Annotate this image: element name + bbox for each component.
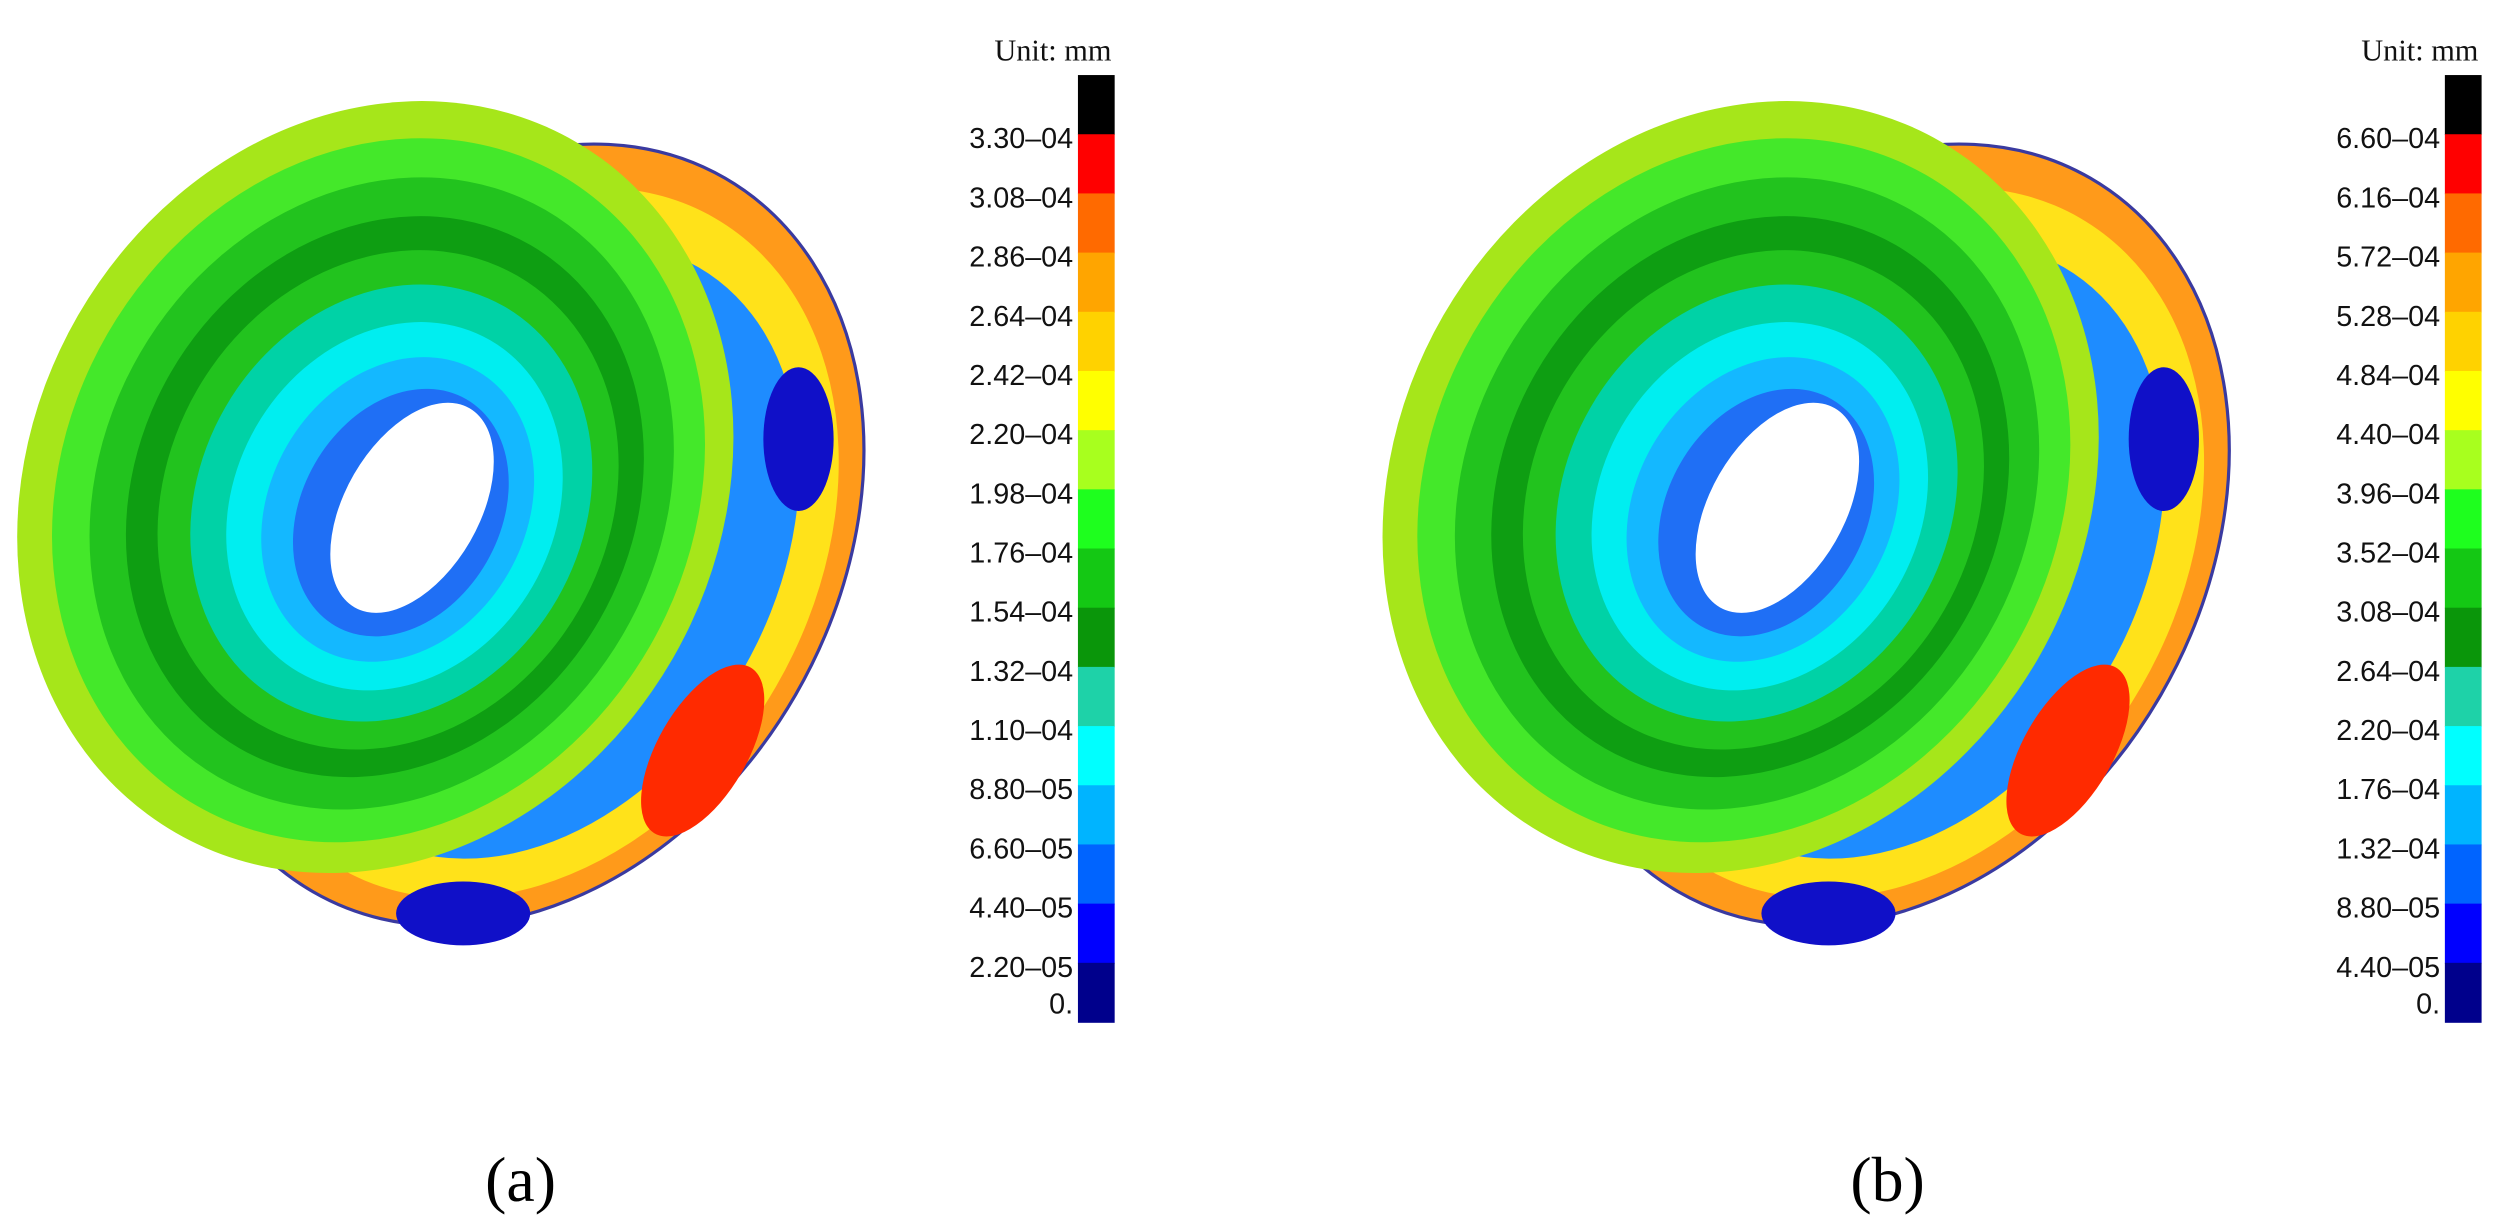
legend-swatch — [1077, 489, 1115, 550]
legend-swatch — [1077, 75, 1115, 136]
legend-label: 6.16–04 — [2336, 182, 2440, 214]
legend-swatch — [1077, 548, 1115, 609]
legend-swatch — [1077, 962, 1115, 1023]
legend-swatch — [2444, 785, 2482, 846]
legend-swatch — [1077, 726, 1115, 787]
legend-label: 1.32–04 — [2336, 833, 2440, 865]
legend-label: 3.96–04 — [2336, 478, 2440, 510]
legend-label: 2.64–04 — [2336, 656, 2440, 688]
unit-label: Unit: mm — [2361, 34, 2479, 68]
legend-swatch — [2444, 252, 2482, 313]
legend-label: 8.80–05 — [2336, 893, 2440, 925]
legend-label: 1.76–04 — [2336, 774, 2440, 806]
legend-label: 4.40–05 — [969, 893, 1073, 925]
legend-swatch — [2444, 607, 2482, 668]
legend-label: 6.60–04 — [2336, 123, 2440, 155]
legend-swatch — [2444, 726, 2482, 787]
legend-swatch — [1077, 252, 1115, 313]
legend-label: 2.20–05 — [969, 952, 1073, 984]
legend-swatch — [1077, 370, 1115, 431]
legend-swatch — [2444, 193, 2482, 254]
legend-label: 8.80–05 — [969, 774, 1073, 806]
contour-model-b — [1242, 0, 2369, 1054]
legend-label: 2.20–04 — [969, 419, 1073, 451]
legend-swatch — [2444, 548, 2482, 609]
legend-swatch — [1077, 607, 1115, 668]
legend-swatch — [2444, 844, 2482, 905]
legend-label: 2.86–04 — [969, 242, 1073, 274]
legend-label: 5.72–04 — [2336, 242, 2440, 274]
legend-swatch — [1077, 844, 1115, 905]
legend-swatch — [1077, 430, 1115, 491]
legend-swatch — [2444, 666, 2482, 727]
legend-label: 4.40–05 — [2336, 952, 2440, 984]
legend-swatch — [1077, 193, 1115, 254]
legend-label: 4.40–04 — [2336, 419, 2440, 451]
legend-label: 3.52–04 — [2336, 538, 2440, 570]
legend-label: 0. — [1049, 989, 1073, 1021]
unit-label: Unit: mm — [994, 34, 1112, 68]
legend-swatch — [2444, 311, 2482, 372]
legend-label: 0. — [2416, 989, 2440, 1021]
legend-swatch — [2444, 489, 2482, 550]
legend-label: 3.08–04 — [969, 182, 1073, 214]
legend-swatch — [2444, 370, 2482, 431]
legend-label: 1.98–04 — [969, 478, 1073, 510]
legend-swatch — [2444, 962, 2482, 1023]
legend-label: 2.20–04 — [2336, 715, 2440, 747]
legend-swatch — [1077, 903, 1115, 964]
legend-swatch — [1077, 785, 1115, 846]
legend-swatch — [2444, 134, 2482, 195]
legend-swatch — [1077, 311, 1115, 372]
contour-model-a — [0, 0, 1004, 1054]
legend-label: 5.28–04 — [2336, 301, 2440, 333]
legend-label: 2.42–04 — [969, 360, 1073, 392]
legend-swatch — [2444, 903, 2482, 964]
legend-label: 1.54–04 — [969, 597, 1073, 629]
legend-label: 3.30–04 — [969, 123, 1073, 155]
legend-swatch — [1077, 666, 1115, 727]
panel-label: (b) — [1850, 1144, 1924, 1215]
legend-label: 3.08–04 — [2336, 597, 2440, 629]
panel-label: (a) — [485, 1144, 556, 1215]
legend-label: 2.64–04 — [969, 301, 1073, 333]
legend-swatch — [2444, 430, 2482, 491]
legend-label: 4.84–04 — [2336, 360, 2440, 392]
legend-label: 1.32–04 — [969, 656, 1073, 688]
legend-label: 1.76–04 — [969, 538, 1073, 570]
legend-label: 6.60–05 — [969, 833, 1073, 865]
legend-swatch — [1077, 134, 1115, 195]
legend-swatch — [2444, 75, 2482, 136]
legend-label: 1.10–04 — [969, 715, 1073, 747]
